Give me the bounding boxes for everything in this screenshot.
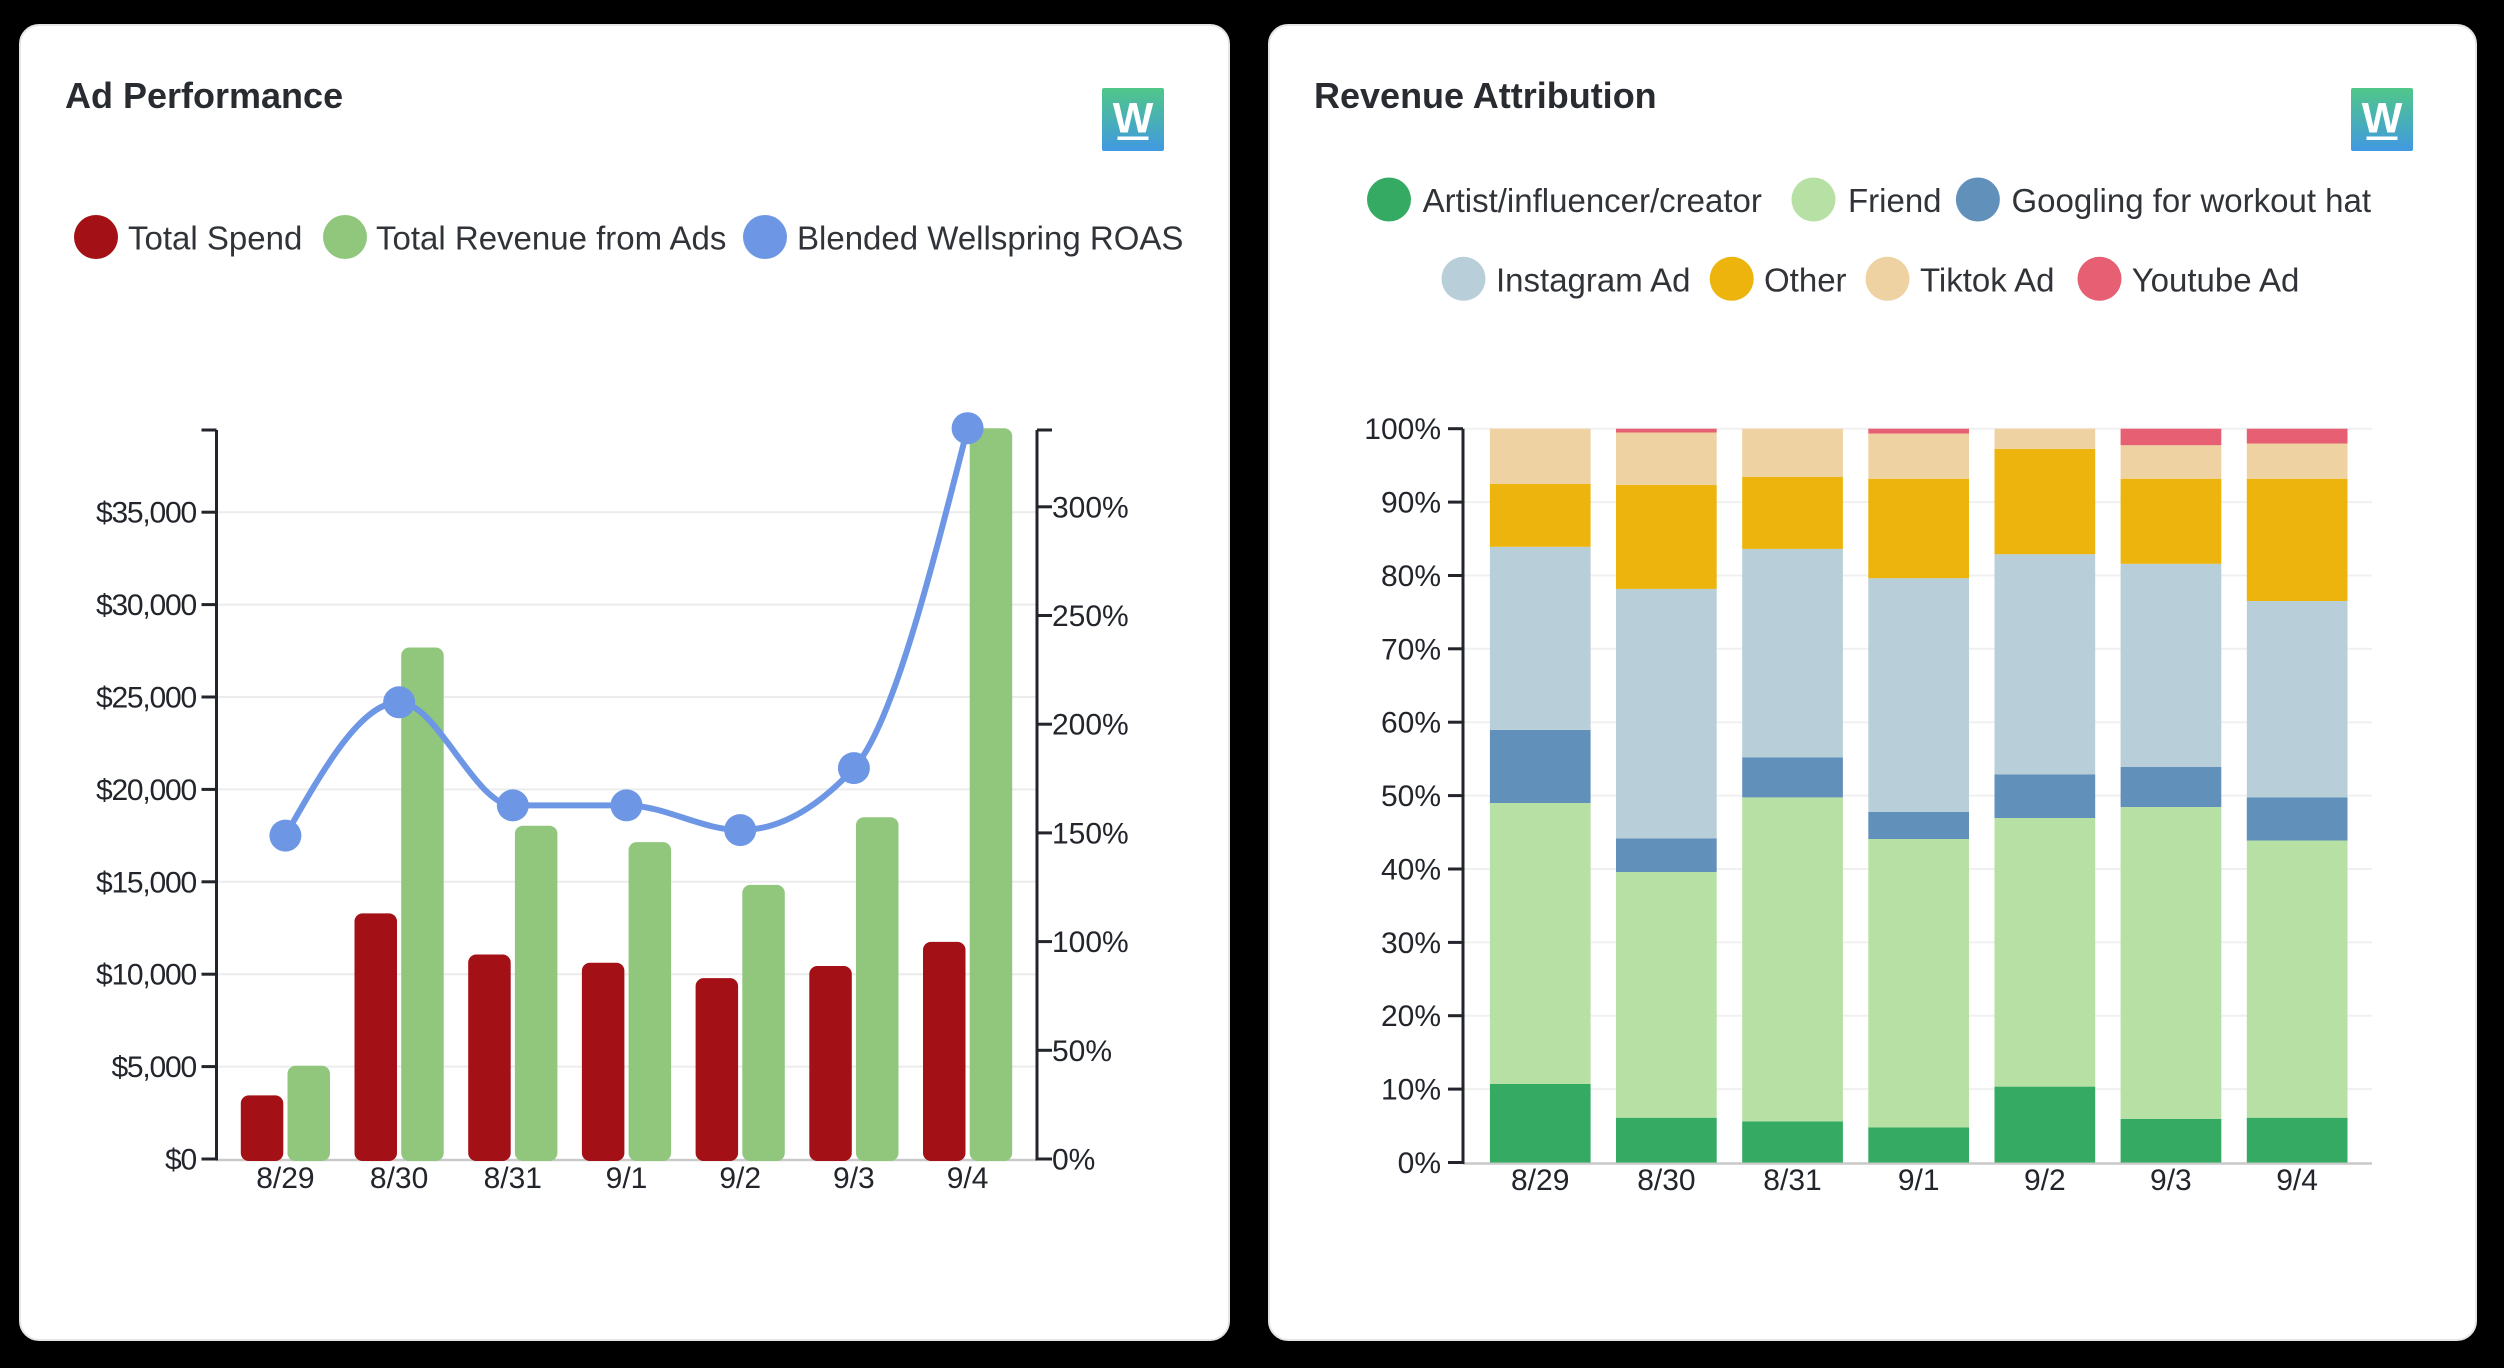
svg-text:20%: 20% bbox=[1381, 1000, 1441, 1033]
svg-text:9/3: 9/3 bbox=[833, 1162, 875, 1195]
svg-text:$20,000: $20,000 bbox=[96, 774, 197, 807]
svg-text:8/29: 8/29 bbox=[256, 1162, 314, 1195]
svg-text:9/1: 9/1 bbox=[1898, 1164, 1940, 1197]
svg-text:0%: 0% bbox=[1398, 1147, 1441, 1180]
svg-text:Ad Performance: Ad Performance bbox=[65, 75, 343, 116]
svg-text:9/1: 9/1 bbox=[606, 1162, 648, 1195]
svg-text:40%: 40% bbox=[1381, 854, 1441, 887]
svg-text:Revenue Attribution: Revenue Attribution bbox=[1314, 75, 1657, 116]
svg-text:Tiktok Ad: Tiktok Ad bbox=[1920, 261, 2055, 298]
svg-text:8/31: 8/31 bbox=[484, 1162, 542, 1195]
svg-text:8/30: 8/30 bbox=[370, 1162, 428, 1195]
svg-text:$0: $0 bbox=[165, 1144, 196, 1177]
svg-text:$5,000: $5,000 bbox=[111, 1051, 196, 1084]
svg-text:Friend: Friend bbox=[1848, 182, 1942, 219]
svg-text:8/30: 8/30 bbox=[1637, 1164, 1695, 1197]
svg-text:250%: 250% bbox=[1052, 600, 1129, 633]
svg-text:30%: 30% bbox=[1381, 927, 1441, 960]
svg-text:Total Spend: Total Spend bbox=[128, 220, 302, 257]
svg-text:50%: 50% bbox=[1381, 780, 1441, 813]
svg-text:8/31: 8/31 bbox=[1763, 1164, 1821, 1197]
svg-text:9/2: 9/2 bbox=[2024, 1164, 2066, 1197]
svg-text:W: W bbox=[2362, 95, 2403, 143]
svg-text:90%: 90% bbox=[1381, 487, 1441, 520]
svg-text:Total Revenue from Ads: Total Revenue from Ads bbox=[376, 220, 726, 257]
svg-text:9/2: 9/2 bbox=[719, 1162, 761, 1195]
svg-text:$30,000: $30,000 bbox=[96, 589, 197, 622]
svg-text:Artist/influencer/creator: Artist/influencer/creator bbox=[1423, 182, 1762, 219]
svg-text:9/4: 9/4 bbox=[2276, 1164, 2318, 1197]
svg-text:Instagram Ad: Instagram Ad bbox=[1496, 261, 1690, 298]
svg-text:$25,000: $25,000 bbox=[96, 682, 197, 715]
svg-text:$10,000: $10,000 bbox=[96, 959, 197, 992]
svg-text:200%: 200% bbox=[1052, 709, 1129, 742]
svg-text:Googling for workout hat: Googling for workout hat bbox=[2012, 182, 2372, 219]
svg-text:50%: 50% bbox=[1052, 1035, 1112, 1068]
svg-text:60%: 60% bbox=[1381, 707, 1441, 740]
svg-text:0%: 0% bbox=[1052, 1144, 1095, 1177]
svg-text:Youtube Ad: Youtube Ad bbox=[2132, 261, 2300, 298]
svg-text:150%: 150% bbox=[1052, 817, 1129, 850]
svg-text:300%: 300% bbox=[1052, 491, 1129, 524]
svg-text:Other: Other bbox=[1764, 261, 1847, 298]
svg-text:8/29: 8/29 bbox=[1511, 1164, 1569, 1197]
svg-text:70%: 70% bbox=[1381, 633, 1441, 666]
svg-text:80%: 80% bbox=[1381, 560, 1441, 593]
svg-text:9/3: 9/3 bbox=[2150, 1164, 2192, 1197]
svg-text:$35,000: $35,000 bbox=[96, 497, 197, 530]
svg-text:100%: 100% bbox=[1364, 413, 1441, 446]
svg-text:100%: 100% bbox=[1052, 926, 1129, 959]
svg-text:W: W bbox=[1113, 95, 1154, 143]
svg-text:9/4: 9/4 bbox=[947, 1162, 989, 1195]
svg-text:$15,000: $15,000 bbox=[96, 866, 197, 899]
svg-text:10%: 10% bbox=[1381, 1074, 1441, 1107]
svg-text:Blended Wellspring ROAS: Blended Wellspring ROAS bbox=[797, 220, 1183, 257]
